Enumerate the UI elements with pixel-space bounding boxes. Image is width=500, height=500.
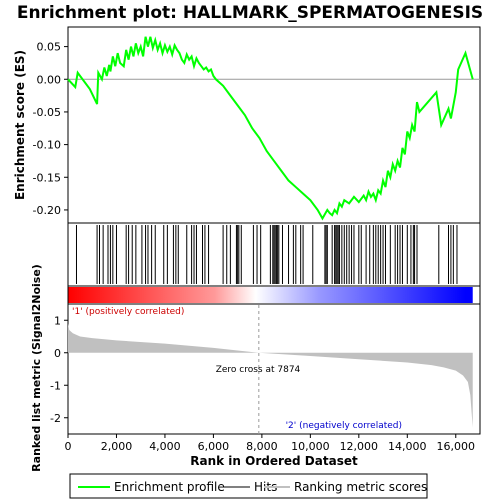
enrichment-profile-line bbox=[67, 36, 474, 221]
metric-panel-frame bbox=[67, 303, 481, 435]
chart-title: Enrichment plot: HALLMARK_SPERMATOGENESI… bbox=[17, 3, 483, 23]
hits-panel bbox=[75, 225, 458, 284]
es-y-tick-label: 0.00 bbox=[37, 73, 62, 86]
ranking-color-bar bbox=[68, 287, 473, 303]
x-tick-label: 14,000 bbox=[388, 440, 427, 453]
metric-y-axis: 1 0 -1 -2 bbox=[50, 314, 68, 425]
metric-y-tick-label: 1 bbox=[54, 314, 61, 327]
negative-correlation-label: '2' (negatively correlated) bbox=[286, 421, 402, 431]
legend-box bbox=[69, 473, 428, 499]
legend-label-ranking-metric: Ranking metric scores bbox=[294, 480, 427, 494]
ranking-bar-fill bbox=[68, 287, 473, 303]
es-y-tick-label: -0.10 bbox=[33, 139, 61, 152]
x-axis-label: Rank in Ordered Dataset bbox=[190, 454, 358, 468]
es-y-axis: 0.05 0.00 -0.05 -0.10 -0.15 -0.20 bbox=[33, 41, 68, 217]
x-tick-label: 12,000 bbox=[340, 440, 379, 453]
x-tick-label: 0 bbox=[65, 440, 72, 453]
x-axis: 0 2,000 4,000 6,000 8,000 10,000 12,000 14,000 1… bbox=[65, 434, 476, 453]
x-tick-label: 8,000 bbox=[246, 440, 278, 453]
positive-correlation-label: '1' (positively correlated) bbox=[72, 307, 184, 317]
metric-y-tick-label: -2 bbox=[50, 412, 61, 425]
x-tick-label: 2,000 bbox=[101, 440, 133, 453]
ranking-metric-area bbox=[68, 323, 473, 428]
x-tick-label: 4,000 bbox=[149, 440, 181, 453]
x-tick-label: 6,000 bbox=[198, 440, 230, 453]
es-y-tick-label: -0.15 bbox=[33, 171, 61, 184]
metric-y-axis-label: Ranked list metric (Signal2Noise) bbox=[30, 264, 43, 472]
es-y-tick-label: -0.05 bbox=[33, 106, 61, 119]
es-y-tick-label: 0.05 bbox=[37, 41, 62, 54]
metric-y-tick-label: 0 bbox=[54, 347, 61, 360]
es-y-tick-label: -0.20 bbox=[33, 204, 61, 217]
metric-y-tick-label: -1 bbox=[50, 379, 61, 392]
x-tick-label: 10,000 bbox=[291, 440, 330, 453]
zero-cross-text: Zero cross at 7874 bbox=[216, 365, 301, 375]
legend-label-enrichment-profile: Enrichment profile bbox=[114, 480, 225, 494]
x-tick-label: 16,000 bbox=[437, 440, 476, 453]
es-y-axis-label: Enrichment score (ES) bbox=[13, 50, 27, 200]
